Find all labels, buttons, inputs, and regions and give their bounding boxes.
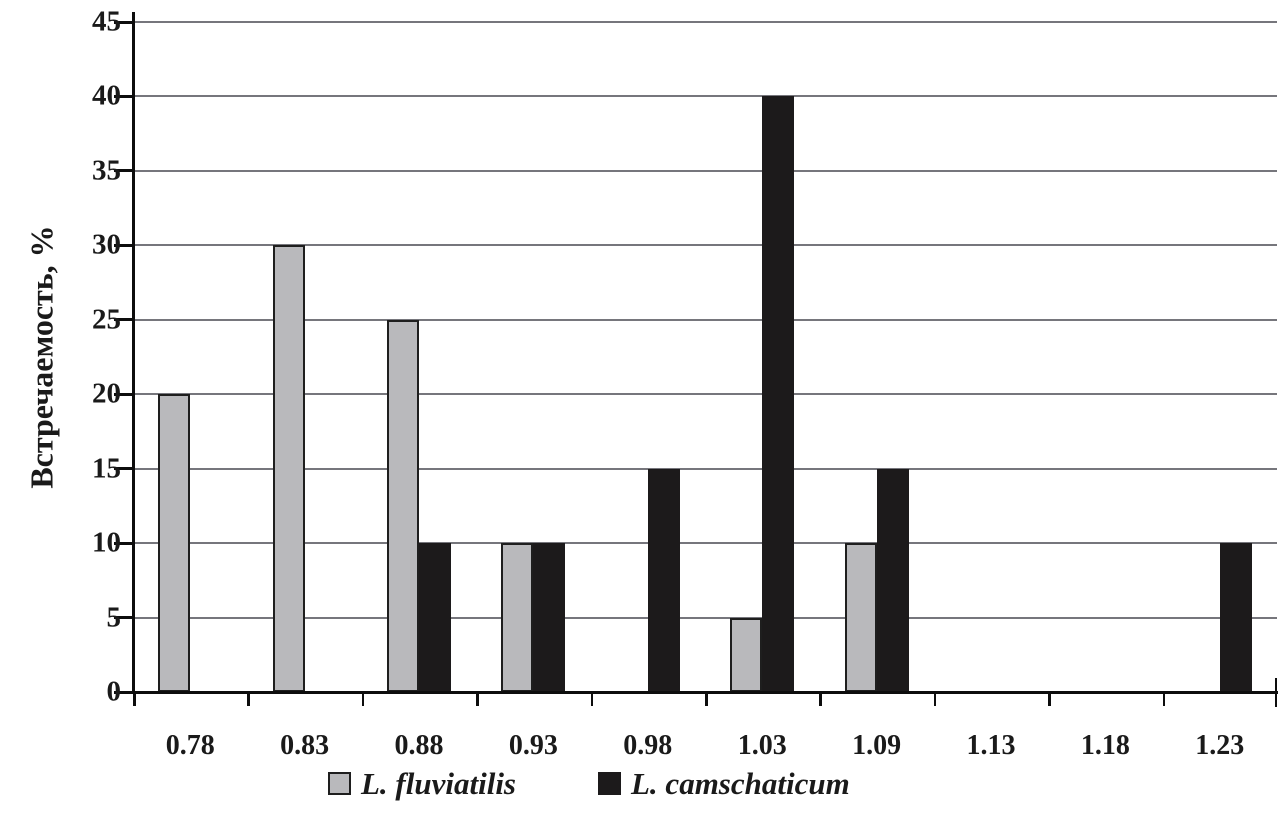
- bar-l-camschaticum-0.98: [647, 468, 680, 692]
- y-axis-line: [132, 12, 135, 692]
- bar-l-fluviatilis-1.03: [730, 617, 763, 692]
- legend-item-l-fluviatilis: L. fluviatilis: [328, 768, 516, 799]
- legend-item-l-camschaticum: L. camschaticum: [598, 768, 850, 799]
- y-axis-tick-40: [114, 94, 132, 98]
- gridline-25: [133, 318, 1277, 321]
- x-axis-category-label: 0.88: [394, 730, 444, 761]
- legend-swatch-black: [598, 772, 621, 795]
- gridline-5: [133, 616, 1277, 619]
- x-axis-category-label: 1.18: [1080, 730, 1130, 761]
- gridline-20: [133, 393, 1277, 396]
- gridline-45: [133, 21, 1277, 23]
- x-axis-tick: [933, 692, 937, 706]
- bar-l-fluviatilis-0.83: [272, 245, 305, 692]
- y-axis-tick-45: [114, 20, 132, 24]
- y-axis-tick-label: 20: [92, 377, 121, 410]
- x-axis-tick: [1162, 692, 1166, 706]
- x-axis-category-label: 1.09: [852, 730, 902, 761]
- y-axis-tick-label: 30: [92, 228, 121, 261]
- x-axis-category-label: 1.13: [966, 730, 1016, 761]
- y-axis-tick-20: [114, 392, 132, 396]
- y-axis-tick-10: [114, 541, 132, 545]
- x-axis-tick: [1048, 692, 1051, 706]
- x-axis-tick: [590, 692, 594, 706]
- bar-l-camschaticum-1.23: [1219, 543, 1252, 692]
- gridline-40: [133, 95, 1277, 98]
- x-axis-category-label: 0.78: [165, 730, 215, 761]
- legend-swatch-gray: [328, 772, 351, 795]
- y-axis-tick-label: 0: [106, 675, 122, 708]
- gridline-10: [133, 542, 1277, 545]
- bar-l-camschaticum-0.88: [419, 543, 451, 692]
- x-axis-category-label: 0.83: [280, 730, 330, 761]
- bar-l-fluviatilis-0.93: [501, 543, 534, 692]
- x-axis-tick: [819, 692, 822, 706]
- y-axis-tick-0: [114, 690, 132, 694]
- y-axis-tick-label: 40: [92, 79, 121, 112]
- bar-l-camschaticum-0.93: [533, 543, 566, 692]
- x-axis-category-label: 1.23: [1195, 730, 1245, 761]
- legend-label: L. fluviatilis: [361, 766, 516, 801]
- y-axis-tick-label: 10: [92, 526, 121, 559]
- y-axis-tick-35: [114, 169, 132, 173]
- y-axis-tick-25: [114, 318, 132, 322]
- plot-area: 0 5 10 15 20 25 30 35 40 45 0.78 0.83 0.88 0.93 0.98 1.…: [92, 7, 1278, 760]
- gridline-15: [133, 467, 1277, 470]
- bar-l-fluviatilis-0.88: [387, 319, 419, 692]
- y-axis-tick-5: [114, 616, 132, 620]
- gridline-30: [133, 244, 1277, 247]
- bar-l-camschaticum-1.03: [762, 96, 795, 692]
- y-axis-tick-label: 45: [92, 5, 121, 38]
- bar-l-fluviatilis-1.09: [844, 543, 877, 692]
- x-axis-tick: [705, 692, 708, 706]
- y-axis-tick-label: 25: [92, 303, 121, 336]
- bar-l-fluviatilis-0.78: [158, 394, 191, 692]
- x-axis-tick: [476, 692, 479, 706]
- y-axis-tick-label: 15: [92, 452, 121, 485]
- y-axis-tick-15: [114, 467, 132, 471]
- x-axis-tick: [133, 692, 136, 706]
- legend-label: L. camschaticum: [631, 766, 850, 801]
- chart-legend: L. fluviatilis L. camschaticum: [328, 768, 850, 799]
- y-axis-tick-label: 35: [92, 154, 121, 187]
- bar-l-camschaticum-1.09: [876, 468, 909, 692]
- x-axis-category-label: 0.93: [508, 730, 558, 761]
- x-axis-category-label: 0.98: [623, 730, 673, 761]
- gridline-35: [133, 169, 1277, 172]
- y-axis-tick-label: 5: [106, 601, 122, 634]
- y-axis-tick-30: [114, 243, 132, 247]
- x-axis-category-label: 1.03: [737, 730, 787, 761]
- y-axis-title: Встречаемость, %: [23, 225, 60, 489]
- x-axis-tick: [361, 692, 365, 706]
- x-axis-tick: [247, 692, 250, 706]
- x-axis-tick: [1274, 678, 1277, 707]
